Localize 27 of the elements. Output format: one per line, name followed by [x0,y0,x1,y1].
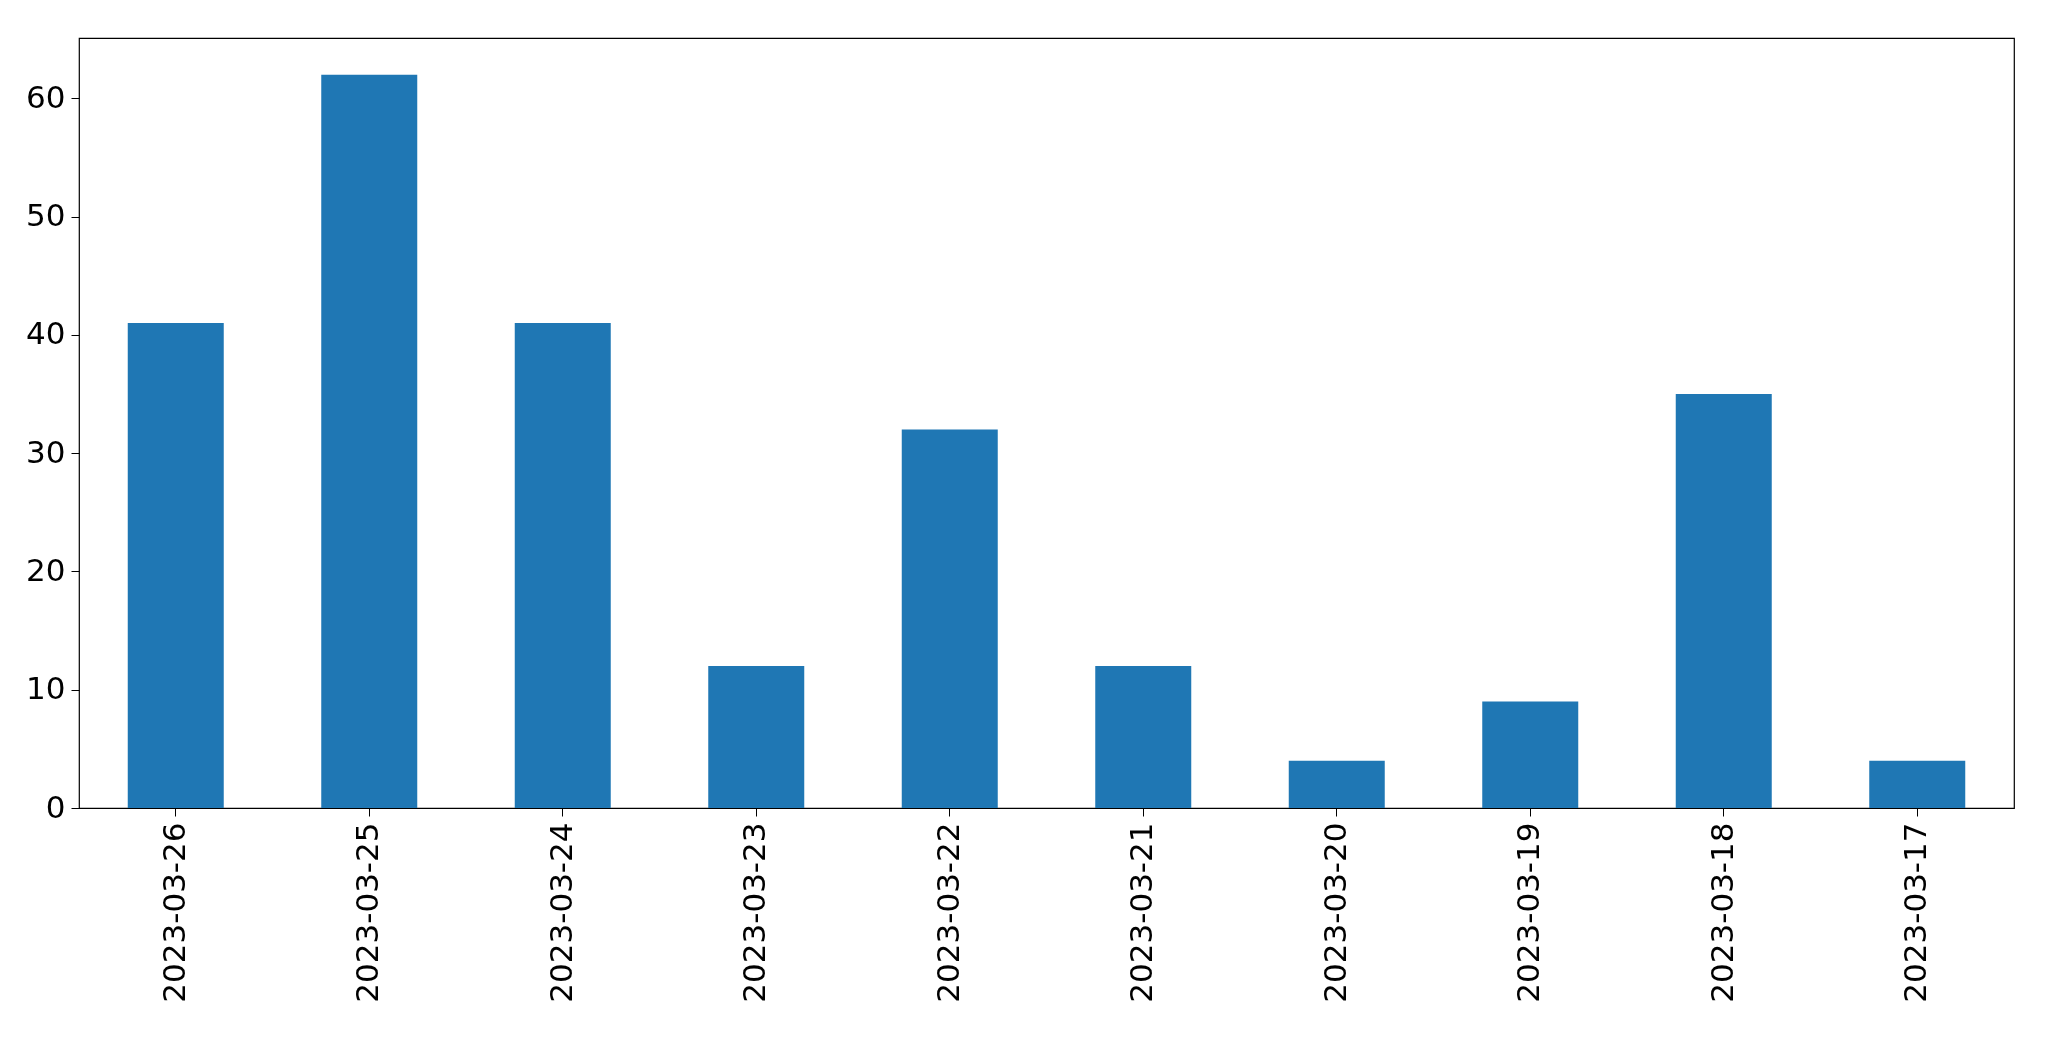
bar [901,429,998,808]
x-tick-label: 2023-03-25 [349,822,386,1003]
bar [1869,760,1966,808]
y-tick-label: 30 [26,433,66,470]
y-tick-label: 50 [26,197,66,234]
x-tick-label: 2023-03-19 [1510,822,1547,1003]
bar [1095,666,1192,808]
y-tick-label: 40 [26,315,66,352]
y-tick-label: 20 [26,551,66,588]
x-tick-label: 2023-03-21 [1123,822,1160,1003]
y-tick-label: 10 [26,670,66,707]
x-tick-label: 2023-03-23 [736,822,773,1003]
bar [1288,760,1385,808]
x-tick-label: 2023-03-20 [1316,822,1353,1003]
bar [321,74,418,808]
bar [514,323,611,808]
x-tick-label: 2023-03-18 [1703,822,1740,1003]
x-tick-label: 2023-03-24 [542,822,579,1003]
bar [1675,394,1772,808]
bar [127,323,224,808]
y-tick-label: 0 [45,788,66,825]
y-tick-label: 60 [26,78,66,115]
x-tick-label: 2023-03-17 [1897,822,1934,1003]
bar [708,666,805,808]
bar [1482,701,1579,808]
x-tick-label: 2023-03-26 [155,822,192,1003]
x-tick-label: 2023-03-22 [929,822,966,1003]
